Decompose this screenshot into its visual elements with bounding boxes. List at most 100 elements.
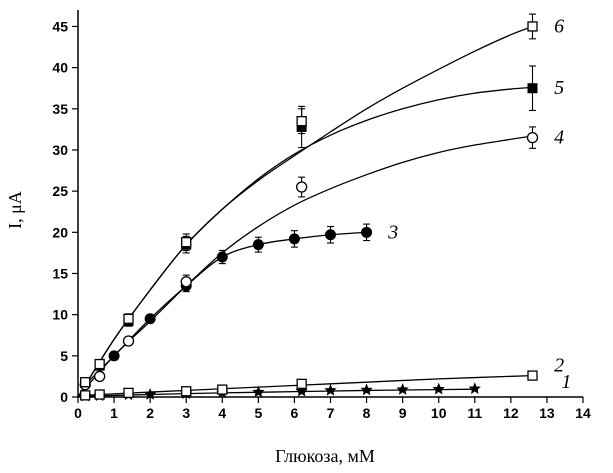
x-tick-label-5: 5	[254, 405, 262, 421]
marker	[180, 276, 192, 288]
x-tick-label-13: 13	[539, 405, 555, 421]
y-tick-label-30: 30	[52, 142, 68, 158]
marker	[527, 370, 538, 381]
series-label-5: 5	[554, 77, 564, 99]
point-series-3-2	[108, 350, 120, 362]
point-series-2-6	[527, 370, 538, 381]
point-series-5-5	[527, 65, 538, 112]
point-series-6-2	[123, 313, 134, 325]
fit-curve-series-4	[77, 135, 533, 398]
point-series-1-11	[432, 382, 446, 395]
marker	[143, 387, 157, 400]
point-series-1-10	[396, 382, 410, 396]
x-tick-label-12: 12	[503, 405, 519, 421]
point-series-3-8	[288, 230, 300, 248]
x-tick-label-3: 3	[182, 405, 190, 421]
point-series-2-5	[296, 378, 307, 389]
point-series-6-5	[527, 13, 538, 40]
point-series-2-0	[80, 390, 91, 401]
point-series-6-3	[181, 233, 192, 251]
marker	[94, 358, 105, 370]
point-series-1-12	[468, 382, 482, 395]
marker	[527, 83, 538, 94]
y-tick-label-40: 40	[52, 60, 68, 76]
point-series-4-3	[180, 274, 192, 289]
marker	[468, 382, 482, 395]
point-series-4-1	[93, 370, 106, 383]
series-label-4: 4	[554, 127, 564, 149]
marker	[396, 382, 410, 396]
marker	[108, 350, 120, 362]
marker	[217, 384, 228, 395]
marker	[432, 382, 446, 395]
point-series-1-6	[251, 385, 265, 398]
marker	[296, 116, 307, 127]
marker	[324, 383, 337, 396]
marker	[296, 378, 307, 389]
marker	[123, 387, 134, 399]
series-labels: 12 3 4 5 6	[387, 15, 571, 393]
fit-curve-series-5	[77, 86, 533, 398]
marker	[181, 237, 192, 248]
x-tick-label-9: 9	[399, 405, 407, 421]
y-tick-label-25: 25	[52, 183, 68, 199]
point-series-6-1	[94, 358, 105, 370]
point-series-3-6	[216, 249, 228, 265]
y-tick-label-5: 5	[60, 348, 68, 364]
marker	[216, 251, 228, 263]
series-label-3: 3	[387, 221, 398, 243]
point-series-1-8	[324, 383, 337, 396]
x-axis-label: Глюкоза, мМ	[275, 446, 375, 466]
point-series-1-7	[295, 384, 309, 397]
marker	[122, 335, 135, 347]
x-tick-label-8: 8	[363, 405, 371, 421]
x-tick-label-6: 6	[291, 405, 299, 421]
marker	[295, 384, 309, 397]
point-series-4-4	[295, 176, 308, 198]
y-tick-label-15: 15	[52, 265, 68, 281]
y-tick-label-35: 35	[52, 101, 68, 117]
marker	[123, 313, 134, 324]
x-tick-label-10: 10	[431, 405, 447, 421]
marker	[527, 21, 538, 32]
x-tick-label-1: 1	[110, 405, 118, 421]
point-series-3-10	[361, 223, 373, 242]
point-series-2-1	[94, 389, 105, 400]
point-series-3-4	[144, 313, 156, 325]
marker	[181, 386, 192, 397]
y-tick-label-0: 0	[60, 389, 68, 405]
point-series-3-9	[325, 226, 336, 244]
point-series-6-0	[80, 377, 91, 388]
marker	[80, 377, 91, 388]
marker	[295, 181, 308, 193]
series-label-6: 6	[554, 15, 564, 37]
y-tick-label-45: 45	[52, 18, 68, 34]
point-series-1-9	[360, 383, 373, 396]
y-tick-label-20: 20	[52, 224, 68, 240]
marker	[251, 385, 265, 398]
marker	[325, 229, 336, 241]
marker	[526, 131, 539, 144]
point-series-2-4	[217, 384, 228, 395]
x-tick-label-14: 14	[575, 405, 591, 421]
marker	[80, 390, 91, 401]
point-series-6-4	[296, 108, 307, 135]
series-label-2: 2	[554, 355, 564, 377]
marker	[361, 226, 373, 238]
marker	[288, 233, 300, 245]
point-series-4-2	[122, 335, 135, 347]
series-label-1: 1	[561, 371, 571, 393]
marker	[93, 370, 106, 383]
marker	[360, 383, 373, 396]
marker	[144, 313, 156, 325]
x-tick-label-7: 7	[327, 405, 335, 421]
marker	[252, 239, 264, 251]
y-tick-label-10: 10	[52, 307, 68, 323]
point-series-4-5	[526, 126, 539, 149]
y-axis-label: I, μA	[5, 191, 25, 229]
marker	[94, 389, 105, 400]
fit-curves	[77, 25, 533, 398]
point-series-2-3	[181, 386, 192, 397]
